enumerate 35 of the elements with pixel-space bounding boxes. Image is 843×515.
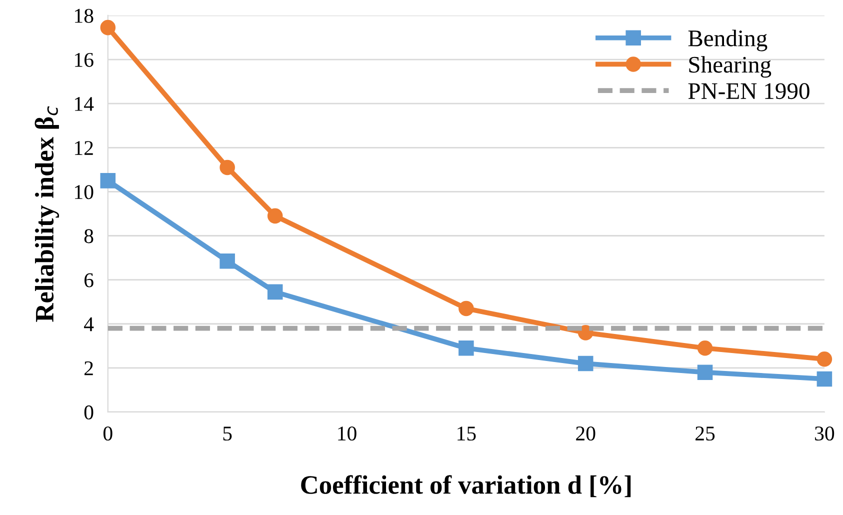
- point: [697, 340, 713, 356]
- legend-label: Bending: [688, 30, 768, 52]
- y-tick-label: 2: [84, 361, 93, 376]
- point: [220, 253, 235, 269]
- x-tick-label: 15: [458, 426, 476, 441]
- point: [267, 208, 283, 224]
- legend-label: Shearing: [689, 56, 772, 78]
- x-tick-label: 0: [103, 426, 112, 441]
- y-tick-label: 0: [84, 405, 94, 420]
- y-tick-label: 16: [75, 52, 94, 67]
- x-tick-label: 30: [815, 426, 834, 441]
- y-tick-label: 18: [75, 8, 94, 23]
- x-tick-label: 20: [576, 426, 596, 441]
- x-tick-label: 5: [223, 426, 232, 441]
- point: [697, 364, 713, 380]
- y-tick-label: 12: [75, 141, 93, 155]
- legend-label: PN-EN 1990: [688, 83, 810, 100]
- point: [458, 340, 474, 356]
- point: [578, 356, 594, 372]
- y-tick-label: 6: [84, 273, 94, 288]
- y-tick-label: 14: [75, 97, 94, 111]
- y-tick-label: 8: [84, 229, 94, 244]
- y-tick-label: 4: [84, 317, 94, 332]
- x-axis-title: Coefficient of variation d [%]: [301, 475, 631, 498]
- point: [816, 371, 832, 387]
- point: [220, 160, 235, 176]
- point: [100, 20, 116, 36]
- point: [458, 300, 474, 316]
- point: [816, 351, 832, 367]
- y-axis-title: Reliability index β$_{c}$: [34, 106, 60, 322]
- point: [100, 173, 116, 188]
- y-tick-label: 10: [75, 185, 94, 200]
- x-tick-label: 10: [338, 426, 356, 441]
- x-tick-label: 25: [696, 426, 715, 441]
- point: [267, 284, 283, 300]
